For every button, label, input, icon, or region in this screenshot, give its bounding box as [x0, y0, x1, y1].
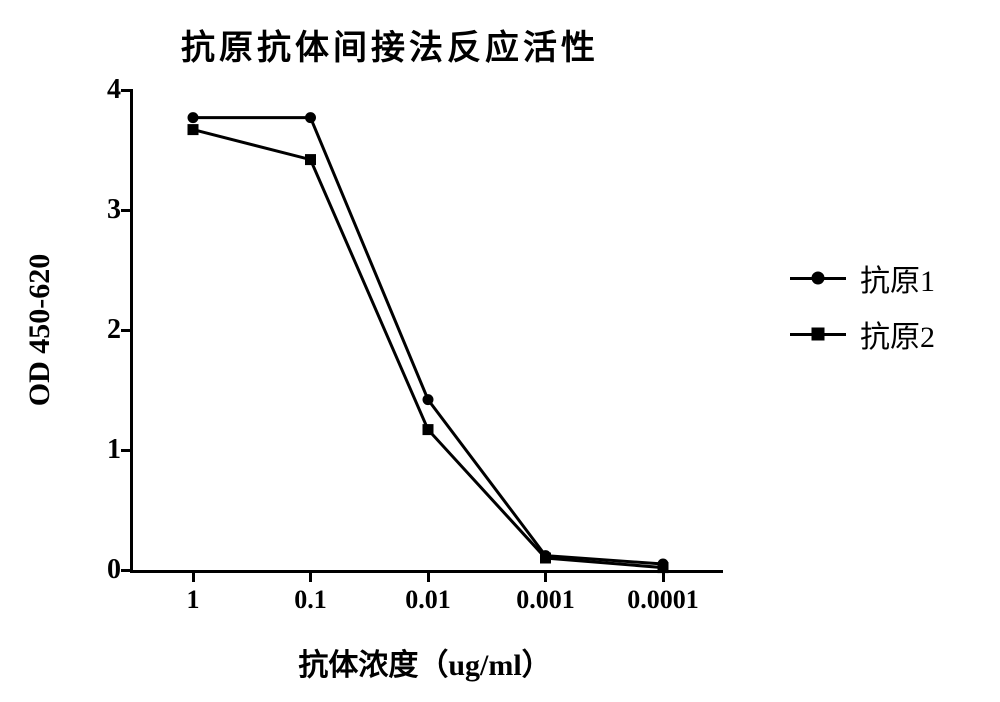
- legend-label: 抗原2: [860, 312, 935, 356]
- x-tick-label: 0.0001: [627, 585, 699, 615]
- x-tick-label: 0.01: [405, 585, 451, 615]
- y-tick-label: 3: [81, 194, 121, 226]
- series-marker: [306, 113, 316, 123]
- x-tick: [662, 570, 665, 582]
- series-line: [193, 130, 663, 568]
- series-line: [193, 118, 663, 564]
- x-tick: [192, 570, 195, 582]
- series-marker: [423, 395, 433, 405]
- legend-swatch: [790, 333, 846, 336]
- legend-label: 抗原1: [860, 256, 935, 300]
- legend-swatch: [790, 277, 846, 280]
- series-marker: [188, 125, 198, 135]
- y-tick-label: 2: [81, 314, 121, 346]
- plot-area: 0123410.10.010.0010.0001: [130, 90, 723, 573]
- y-tick: [121, 209, 133, 212]
- y-tick-label: 4: [81, 74, 121, 106]
- series-marker: [188, 113, 198, 123]
- x-axis-label: 抗体浓度（ug/ml）: [298, 640, 551, 684]
- y-tick-label: 0: [81, 554, 121, 586]
- y-tick: [121, 89, 133, 92]
- series-marker: [423, 425, 433, 435]
- x-tick-label: 1: [187, 585, 200, 615]
- y-axis-label: OD 450-620: [23, 254, 57, 407]
- x-tick: [427, 570, 430, 582]
- x-tick: [544, 570, 547, 582]
- y-tick: [121, 569, 133, 572]
- chart-svg: [133, 90, 723, 570]
- y-tick: [121, 449, 133, 452]
- y-tick: [121, 329, 133, 332]
- chart-title: 抗原抗体间接法反应活性: [0, 20, 780, 69]
- series-marker: [306, 155, 316, 165]
- chart-container: 抗原抗体间接法反应活性 OD 450-620 抗体浓度（ug/ml） 01234…: [0, 0, 1000, 702]
- legend: 抗原1 抗原2: [790, 260, 935, 372]
- legend-item: 抗原2: [790, 316, 935, 352]
- series-marker: [541, 553, 551, 563]
- legend-item: 抗原1: [790, 260, 935, 296]
- x-tick-label: 0.001: [516, 585, 575, 615]
- y-tick-label: 1: [81, 434, 121, 466]
- x-tick-label: 0.1: [294, 585, 327, 615]
- x-tick: [309, 570, 312, 582]
